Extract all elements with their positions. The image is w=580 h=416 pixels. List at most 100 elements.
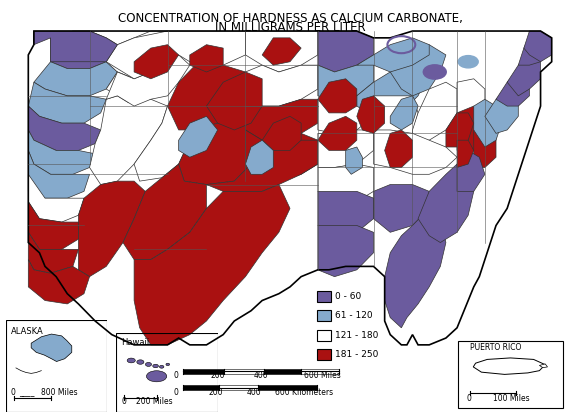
- Polygon shape: [106, 55, 190, 106]
- Polygon shape: [50, 31, 117, 69]
- Polygon shape: [318, 79, 357, 113]
- Polygon shape: [245, 96, 318, 140]
- Polygon shape: [496, 72, 530, 106]
- Polygon shape: [28, 232, 78, 273]
- Polygon shape: [457, 106, 485, 151]
- Polygon shape: [224, 369, 264, 374]
- Text: 0: 0: [174, 371, 179, 380]
- Polygon shape: [106, 31, 245, 79]
- Polygon shape: [28, 260, 89, 304]
- Polygon shape: [264, 369, 301, 374]
- Polygon shape: [346, 147, 362, 174]
- Ellipse shape: [166, 363, 169, 366]
- Text: 121 - 180: 121 - 180: [335, 331, 379, 339]
- Text: 61 - 120: 61 - 120: [335, 311, 373, 320]
- Polygon shape: [374, 130, 457, 174]
- Text: ____: ____: [19, 389, 34, 397]
- Polygon shape: [28, 106, 101, 151]
- Polygon shape: [28, 174, 84, 222]
- Polygon shape: [357, 38, 429, 72]
- Polygon shape: [106, 31, 168, 79]
- Text: 0: 0: [174, 388, 179, 396]
- Polygon shape: [183, 369, 224, 374]
- Ellipse shape: [160, 365, 164, 368]
- Text: 181 - 250: 181 - 250: [335, 350, 379, 359]
- Circle shape: [458, 56, 478, 68]
- Polygon shape: [34, 31, 117, 62]
- Polygon shape: [446, 113, 474, 147]
- Text: PUERTO RICO: PUERTO RICO: [470, 343, 521, 352]
- Polygon shape: [474, 99, 502, 147]
- Polygon shape: [28, 130, 95, 174]
- Polygon shape: [418, 164, 474, 243]
- Polygon shape: [31, 334, 72, 362]
- Polygon shape: [385, 208, 446, 328]
- Text: 200: 200: [210, 371, 225, 380]
- Polygon shape: [262, 116, 301, 151]
- Polygon shape: [457, 151, 485, 191]
- Ellipse shape: [153, 364, 158, 368]
- Polygon shape: [89, 96, 168, 185]
- Polygon shape: [106, 62, 179, 103]
- Ellipse shape: [127, 358, 135, 363]
- Polygon shape: [190, 45, 223, 72]
- Bar: [317, 329, 331, 341]
- Bar: [317, 291, 331, 302]
- Polygon shape: [485, 89, 519, 134]
- Polygon shape: [390, 96, 418, 130]
- Polygon shape: [301, 369, 339, 374]
- Polygon shape: [539, 364, 548, 368]
- Text: 0: 0: [466, 394, 471, 403]
- Text: ALASKA: ALASKA: [11, 327, 44, 336]
- Polygon shape: [28, 202, 78, 249]
- Text: 600 Kilometers: 600 Kilometers: [276, 388, 334, 396]
- Polygon shape: [245, 140, 273, 174]
- Text: CONCENTRATION OF HARDNESS AS CALCIUM CARBONATE,: CONCENTRATION OF HARDNESS AS CALCIUM CAR…: [118, 12, 462, 25]
- Polygon shape: [134, 106, 195, 181]
- Polygon shape: [28, 151, 89, 198]
- Text: IN MILLIGRAMS PER LITER: IN MILLIGRAMS PER LITER: [215, 21, 365, 34]
- Text: 800 Miles: 800 Miles: [41, 389, 78, 397]
- Bar: [317, 349, 331, 360]
- Polygon shape: [318, 62, 374, 99]
- Text: 200 Miles: 200 Miles: [136, 397, 173, 406]
- Polygon shape: [34, 62, 117, 96]
- Polygon shape: [385, 130, 412, 168]
- Polygon shape: [245, 130, 318, 181]
- Ellipse shape: [146, 362, 151, 366]
- Polygon shape: [134, 185, 290, 345]
- Bar: [317, 310, 331, 321]
- Ellipse shape: [146, 371, 167, 382]
- Polygon shape: [318, 96, 374, 134]
- Polygon shape: [123, 164, 206, 260]
- Polygon shape: [374, 185, 429, 232]
- Polygon shape: [318, 130, 374, 168]
- Polygon shape: [245, 65, 318, 106]
- Polygon shape: [206, 140, 318, 191]
- Polygon shape: [473, 358, 545, 374]
- Polygon shape: [134, 45, 179, 79]
- Text: Hawaii: Hawaii: [121, 338, 149, 347]
- Polygon shape: [457, 140, 474, 168]
- Polygon shape: [318, 191, 374, 236]
- Polygon shape: [168, 65, 245, 130]
- Polygon shape: [206, 72, 262, 130]
- Text: 600 Miles: 600 Miles: [303, 371, 340, 380]
- Polygon shape: [390, 45, 446, 96]
- Polygon shape: [318, 116, 357, 151]
- Polygon shape: [262, 38, 301, 65]
- Polygon shape: [179, 116, 218, 157]
- Polygon shape: [507, 55, 541, 96]
- Polygon shape: [357, 65, 429, 116]
- Polygon shape: [519, 38, 541, 65]
- Text: 0: 0: [121, 397, 126, 406]
- Polygon shape: [318, 31, 374, 72]
- Polygon shape: [374, 96, 418, 157]
- Polygon shape: [219, 385, 258, 390]
- Text: 200: 200: [209, 388, 223, 396]
- Polygon shape: [524, 31, 552, 62]
- Polygon shape: [457, 79, 485, 134]
- Polygon shape: [28, 82, 106, 123]
- Circle shape: [423, 65, 446, 79]
- Text: 400: 400: [246, 388, 262, 396]
